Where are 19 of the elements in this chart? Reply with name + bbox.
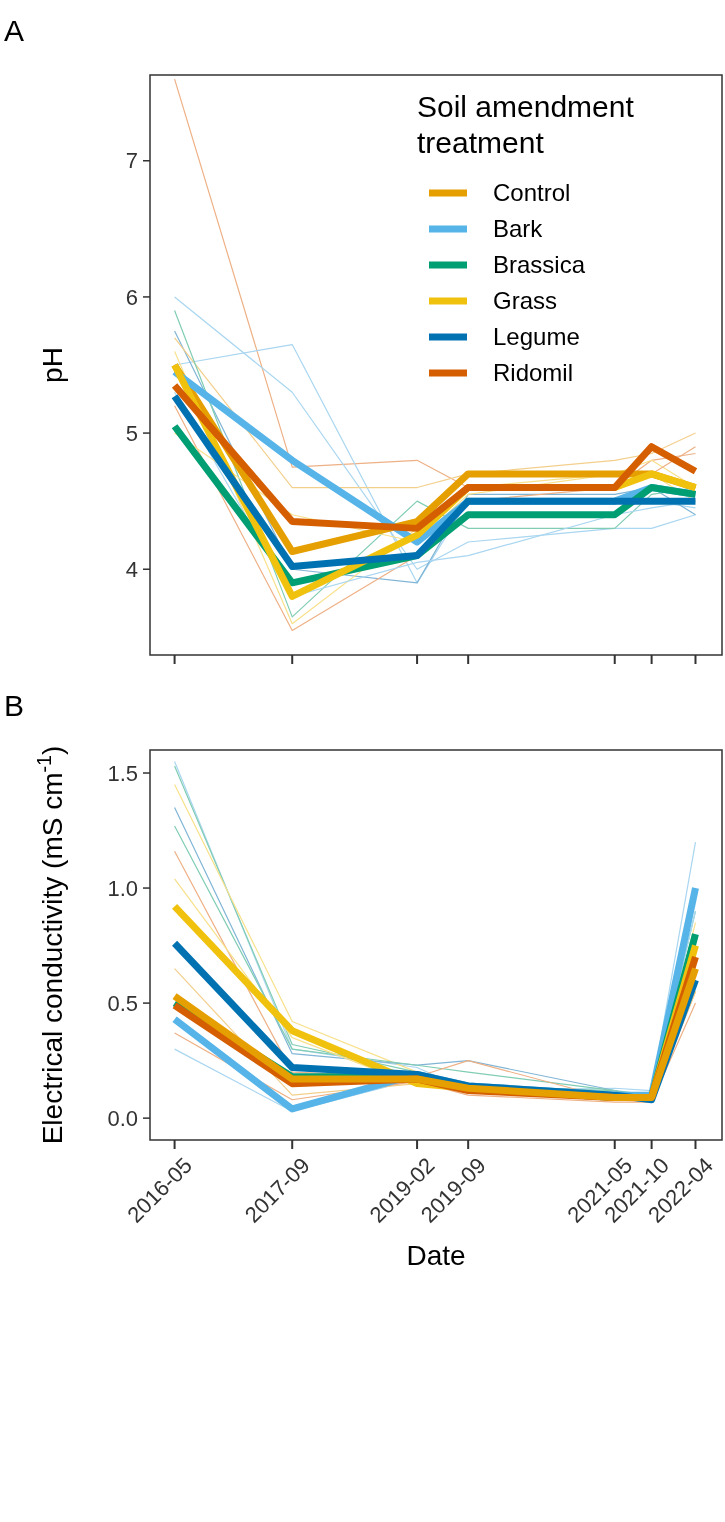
y-tick-label: 1.5 xyxy=(107,760,138,786)
legend-label: Brassica xyxy=(493,251,586,278)
y-tick-label: 5 xyxy=(125,420,138,446)
y-tick-label: 0.5 xyxy=(107,990,138,1016)
y-axis-title: pH xyxy=(37,347,68,383)
y-tick-label: 7 xyxy=(125,148,138,174)
x-axis-title: Date xyxy=(406,1240,466,1271)
legend-title: Soil amendment treatment xyxy=(417,90,635,159)
legend-label: Bark xyxy=(493,215,544,242)
y-tick-label: 6 xyxy=(125,284,138,310)
legend-label: Ridomil xyxy=(493,359,574,386)
y-tick-label: 4 xyxy=(125,556,138,582)
legend-label: Grass xyxy=(493,287,558,314)
chart-title: B xyxy=(4,689,25,722)
legend-label: Legume xyxy=(493,323,580,350)
y-tick-label: 1.0 xyxy=(107,875,138,901)
chart-title: A xyxy=(4,14,25,47)
y-tick-label: 0.0 xyxy=(107,1105,138,1131)
legend-label: Control xyxy=(493,179,571,206)
